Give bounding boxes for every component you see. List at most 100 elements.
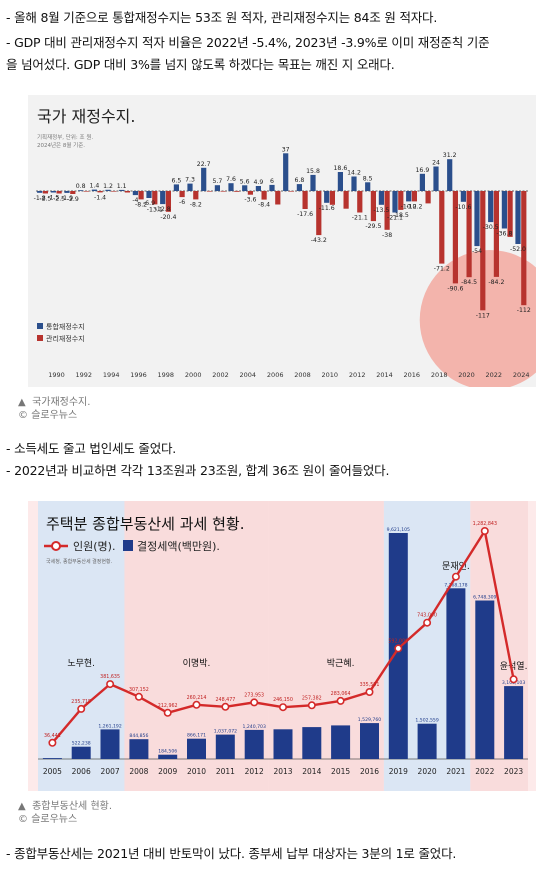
fiscal-x-tick: 2010 [322, 371, 339, 379]
caption-title: 국가재정수지. [32, 397, 91, 408]
fiscal-x-tick: 2024 [513, 371, 530, 379]
era-label: 문재인. [442, 561, 470, 572]
tax-amount-label: 6,748,309 [473, 595, 496, 601]
highlight-circle [419, 250, 536, 387]
fiscal-bar-label: -10.2 [401, 203, 417, 210]
chart2-title: 주택분 종합부동산세 과세 현황. [46, 515, 244, 533]
tax-amount-bar [504, 686, 524, 759]
fiscal-bar [310, 174, 316, 191]
tax-amount-label: 1,240,703 [243, 724, 266, 730]
fiscal-bar-label: -71.2 [434, 266, 450, 273]
taxpayer-count-label: 381,635 [100, 674, 120, 680]
caret-up-icon: ▲ [18, 801, 26, 812]
year-tick: 2005 [43, 767, 62, 776]
caption-title: 종합부동산세 현황. [32, 801, 113, 812]
fiscal-bar-label: -29.5 [365, 223, 381, 230]
year-tick: 2013 [273, 767, 292, 776]
fiscal-bar-label: 5.6 [240, 178, 250, 185]
taxpayer-count-label: 283,064 [331, 691, 351, 697]
fiscal-bar [283, 153, 289, 191]
fiscal-bar-label: -30.5 [483, 224, 499, 231]
fiscal-bar [146, 191, 152, 198]
year-tick: 2016 [360, 767, 379, 776]
paragraph-gdp-ratio-cont: 을 넘어섰다. GDP 대비 3%를 넘지 않도록 하겠다는 목표는 깨진 지 … [6, 57, 395, 72]
fiscal-bar [83, 191, 89, 192]
tax-amount-bar [71, 746, 91, 759]
fiscal-bar-label: -21.1 [387, 215, 403, 222]
property-tax-chart: 주택분 종합부동산세 과세 현황. 인원(명). 결정세액(백만원). 국세청,… [28, 501, 536, 791]
property-tax-svg: 주택분 종합부동산세 과세 현황. 인원(명). 결정세액(백만원). 국세청,… [38, 501, 528, 791]
fiscal-x-tick: 2008 [294, 371, 311, 379]
taxpayer-count-point [509, 675, 518, 684]
fiscal-bar-label: 1.2 [103, 183, 113, 190]
year-tick: 2020 [418, 767, 437, 776]
year-tick: 2021 [446, 767, 465, 776]
fiscal-bar [439, 191, 445, 264]
taxpayer-count-label: 246,150 [273, 697, 293, 703]
fiscal-bar-label: -8.2 [190, 201, 202, 208]
fiscal-bar-label: -10.2 [406, 203, 422, 210]
fiscal-bar [329, 191, 335, 205]
fiscal-x-tick: 2020 [458, 371, 475, 379]
paragraph-fiscal-deficit: - 올해 8월 기준으로 통합재정수지는 53조 원 적자, 관리재정수지는 8… [6, 10, 438, 25]
year-tick: 2007 [101, 767, 120, 776]
fiscal-bar-label: 15.8 [306, 168, 320, 175]
fiscal-bar-label: 1.1 [117, 183, 127, 190]
fiscal-bar-label: -8.2 [135, 201, 147, 208]
caption-property-chart: ▲ 종합부동산세 현황. [18, 800, 112, 814]
fiscal-bar-label: 7.6 [226, 176, 236, 183]
fiscal-bar [378, 191, 384, 205]
tax-amount-bar [360, 723, 379, 759]
fiscal-bar-label: -43.2 [311, 237, 327, 244]
tax-amount-label: 1,502,559 [415, 718, 438, 724]
fiscal-bar [501, 191, 507, 229]
caret-up-icon: ▲ [18, 397, 26, 408]
era-label: 노무현. [67, 658, 95, 669]
fiscal-bar-label: -52.0 [510, 246, 526, 253]
tax-amount-bar [446, 588, 466, 759]
caption-source: 슬로우뉴스 [31, 410, 78, 421]
fiscal-x-tick: 2018 [431, 371, 448, 379]
legend-swatch-integrated [37, 323, 43, 329]
fiscal-bar-label: 6 [270, 178, 274, 185]
fiscal-bar [343, 191, 349, 209]
fiscal-bar [398, 191, 404, 210]
source-property-chart: © 슬로우뉴스 [18, 813, 77, 827]
taxpayer-count-label: 592,000 [388, 638, 408, 644]
fiscal-bar [78, 190, 84, 191]
legend-label-integrated: 통합재정수지 [46, 322, 85, 331]
tax-amount-bar [100, 729, 120, 759]
fiscal-bar [70, 191, 76, 194]
tax-amount-label: 9,621,105 [387, 527, 410, 533]
fiscal-x-tick: 1998 [158, 371, 175, 379]
fiscal-balance-chart: 국가 재정수지. 기획재정부, 단위: 조 원. 2024년은 8월 기준. -… [28, 95, 536, 387]
year-tick: 2008 [129, 767, 148, 776]
fiscal-x-tick: 2014 [376, 371, 393, 379]
fiscal-bar [160, 191, 166, 205]
taxpayer-count-label: 257,382 [302, 695, 322, 701]
year-tick: 2023 [504, 767, 523, 776]
fiscal-x-tick: 2022 [486, 371, 503, 379]
fiscal-bar [411, 191, 417, 202]
fiscal-bar [365, 182, 371, 191]
fiscal-bar [50, 191, 56, 193]
tax-amount-label: 184,506 [158, 749, 177, 755]
fiscal-bar [296, 184, 302, 191]
fiscal-bar [269, 184, 275, 191]
fiscal-bar [507, 191, 513, 237]
taxpayer-count-point [451, 572, 460, 581]
fiscal-bar [447, 159, 453, 191]
year-tick: 2009 [158, 767, 177, 776]
fiscal-bar-label: -90.6 [447, 285, 463, 292]
year-tick: 2006 [72, 767, 91, 776]
fiscal-bar-label: 6.5 [171, 177, 181, 184]
year-tick: 2010 [187, 767, 206, 776]
fiscal-bar-label: -117 [476, 312, 490, 319]
fiscal-bar [201, 167, 207, 191]
fiscal-bar-label: 7.3 [185, 177, 195, 184]
fiscal-bar-label: -18.5 [393, 212, 409, 219]
taxpayer-count-label: 307,152 [129, 687, 149, 693]
tax-amount-bar [42, 758, 62, 759]
fiscal-bar [255, 186, 261, 191]
fiscal-bar-label: -8.4 [258, 202, 270, 209]
